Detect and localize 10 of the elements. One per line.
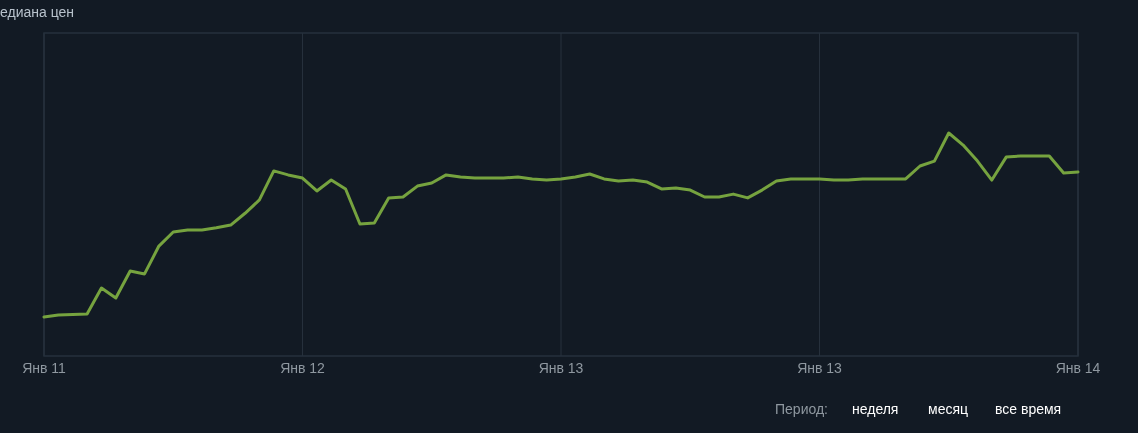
text: все время [995, 401, 1062, 417]
x-tick-label: Янв 14 [1055, 360, 1101, 376]
text: Период: [775, 401, 828, 417]
text: неделя [852, 401, 899, 417]
x-tick-label: Янв 13 [538, 360, 584, 376]
text: месяц [928, 401, 969, 417]
x-tick-label: Янв 12 [280, 360, 326, 376]
x-tick-label: Янв 11 [22, 360, 67, 376]
chart-title: едиана цен [0, 4, 75, 20]
x-tick-label: Янв 13 [797, 360, 843, 376]
